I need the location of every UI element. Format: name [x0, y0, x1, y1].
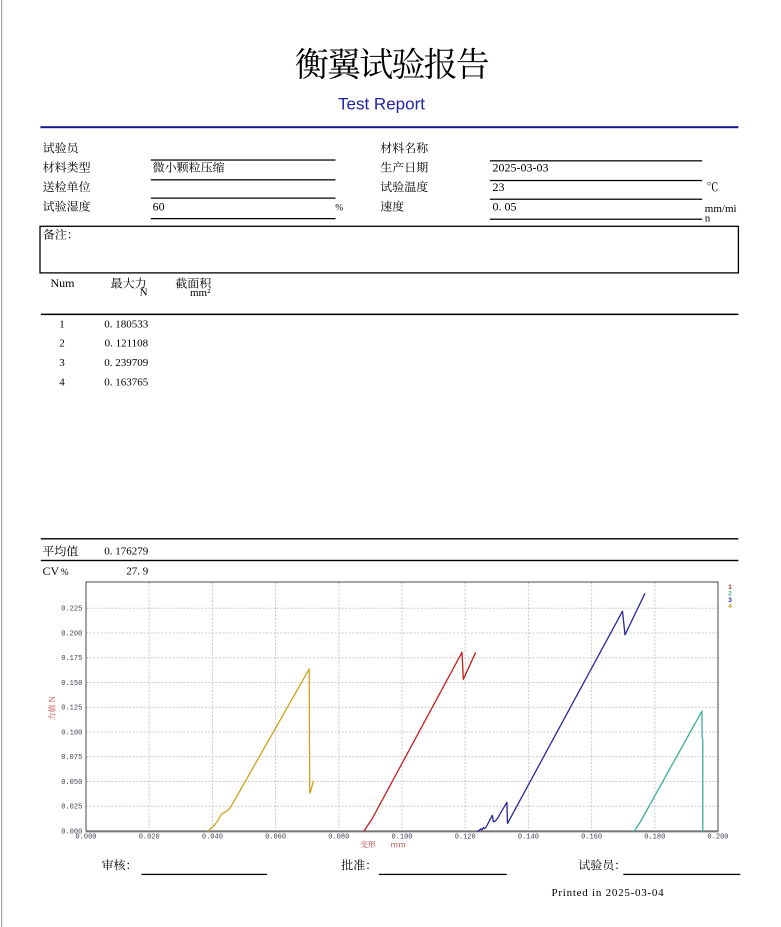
svg-text:60: 60 — [153, 200, 165, 214]
svg-text:0.120: 0.120 — [455, 834, 476, 842]
svg-text:0. 163765: 0. 163765 — [104, 377, 149, 389]
svg-text:0.200: 0.200 — [707, 834, 728, 842]
svg-text:0.040: 0.040 — [202, 834, 223, 842]
svg-text:0. 180533: 0. 180533 — [104, 318, 149, 330]
svg-text:0. 05: 0. 05 — [493, 200, 517, 214]
svg-text:0.050: 0.050 — [61, 779, 82, 787]
svg-text:0. 239709: 0. 239709 — [104, 357, 149, 369]
svg-text:0.160: 0.160 — [581, 834, 602, 842]
svg-text:3: 3 — [728, 597, 732, 604]
svg-text:3: 3 — [59, 357, 65, 369]
svg-text:0.020: 0.020 — [139, 834, 160, 842]
svg-text:0.125: 0.125 — [61, 705, 82, 713]
svg-text:0.000: 0.000 — [75, 834, 96, 842]
svg-text:0.075: 0.075 — [61, 754, 82, 762]
svg-text:%: % — [335, 204, 343, 214]
svg-text:mm²: mm² — [190, 287, 211, 299]
svg-text:0.225: 0.225 — [61, 606, 82, 614]
svg-text:%: % — [61, 568, 69, 578]
svg-text:4: 4 — [59, 377, 65, 389]
svg-text:0.100: 0.100 — [391, 834, 412, 842]
svg-text:n: n — [705, 213, 711, 225]
svg-text:27. 9: 27. 9 — [126, 566, 149, 578]
svg-text:0.150: 0.150 — [61, 680, 82, 688]
svg-text:0.060: 0.060 — [265, 834, 286, 842]
svg-text:0. 176279: 0. 176279 — [104, 546, 149, 558]
svg-text:1: 1 — [728, 584, 732, 591]
svg-text:0.200: 0.200 — [61, 630, 82, 638]
svg-text:2: 2 — [59, 338, 65, 350]
svg-text:Num: Num — [51, 276, 76, 290]
svg-text:0.000: 0.000 — [61, 828, 82, 836]
svg-text:N: N — [140, 287, 148, 299]
svg-text:CV: CV — [43, 564, 60, 578]
svg-text:0.180: 0.180 — [644, 834, 665, 842]
svg-text:1: 1 — [59, 318, 65, 330]
svg-text:Test Report: Test Report — [338, 95, 425, 114]
svg-text:2025-03-03: 2025-03-03 — [493, 161, 549, 175]
svg-text:23: 23 — [493, 180, 505, 194]
svg-text:0.100: 0.100 — [61, 729, 82, 737]
svg-text:0. 121108: 0. 121108 — [105, 338, 149, 350]
svg-text:0.140: 0.140 — [518, 834, 539, 842]
svg-text:0.175: 0.175 — [61, 655, 82, 663]
svg-text:mm/mi: mm/mi — [705, 203, 737, 215]
svg-text:2: 2 — [728, 590, 732, 597]
svg-text:0.080: 0.080 — [328, 834, 349, 842]
svg-text:Printed in 2025-03-04: Printed in 2025-03-04 — [552, 887, 665, 899]
svg-text:4: 4 — [728, 603, 732, 610]
svg-text:0.025: 0.025 — [61, 804, 82, 812]
